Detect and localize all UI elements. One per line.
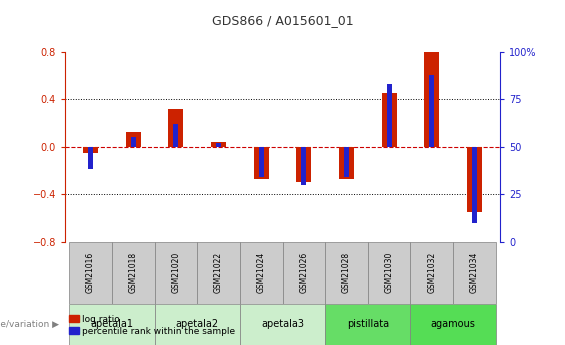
Text: GSM21022: GSM21022 — [214, 252, 223, 293]
Bar — [112, 241, 155, 304]
Legend: log ratio, percentile rank within the sample: log ratio, percentile rank within the sa… — [69, 315, 235, 336]
Bar — [424, 52, 439, 147]
Bar — [126, 132, 141, 147]
Bar — [216, 143, 221, 147]
Bar — [467, 147, 482, 212]
Bar — [69, 304, 155, 345]
Text: agamous: agamous — [431, 319, 476, 329]
Text: GSM21028: GSM21028 — [342, 252, 351, 293]
Text: GSM21034: GSM21034 — [470, 252, 479, 293]
Bar — [211, 142, 226, 147]
Text: pistillata: pistillata — [347, 319, 389, 329]
Bar — [472, 147, 477, 223]
Bar — [282, 241, 325, 304]
Bar — [386, 84, 392, 147]
Text: GSM21018: GSM21018 — [129, 252, 138, 293]
Text: GSM21020: GSM21020 — [171, 252, 180, 293]
Bar — [410, 304, 496, 345]
Bar — [69, 241, 112, 304]
Bar — [155, 304, 240, 345]
Bar — [344, 147, 349, 177]
Bar — [429, 75, 434, 147]
Bar — [254, 147, 268, 179]
Text: GSM21016: GSM21016 — [86, 252, 95, 293]
Bar — [301, 147, 306, 185]
Bar — [297, 147, 311, 182]
Text: apetala3: apetala3 — [261, 319, 304, 329]
Bar — [155, 241, 197, 304]
Text: genotype/variation ▶: genotype/variation ▶ — [0, 320, 59, 329]
Bar — [240, 241, 282, 304]
Bar — [168, 109, 183, 147]
Bar — [240, 304, 325, 345]
Bar — [131, 137, 136, 147]
Bar — [259, 147, 264, 177]
Bar — [339, 147, 354, 179]
Text: GSM21030: GSM21030 — [385, 252, 394, 293]
Text: GSM21032: GSM21032 — [427, 252, 436, 293]
Text: apetala1: apetala1 — [90, 319, 133, 329]
Text: apetala2: apetala2 — [176, 319, 219, 329]
Bar — [325, 241, 368, 304]
Text: GDS866 / A015601_01: GDS866 / A015601_01 — [212, 14, 353, 27]
Bar — [83, 147, 98, 152]
Bar — [325, 304, 410, 345]
Text: GSM21024: GSM21024 — [257, 252, 266, 293]
Bar — [410, 241, 453, 304]
Bar — [173, 124, 179, 147]
Bar — [88, 147, 93, 169]
Bar — [453, 241, 496, 304]
Bar — [368, 241, 410, 304]
Bar — [197, 241, 240, 304]
Text: GSM21026: GSM21026 — [299, 252, 308, 293]
Bar — [382, 93, 397, 147]
